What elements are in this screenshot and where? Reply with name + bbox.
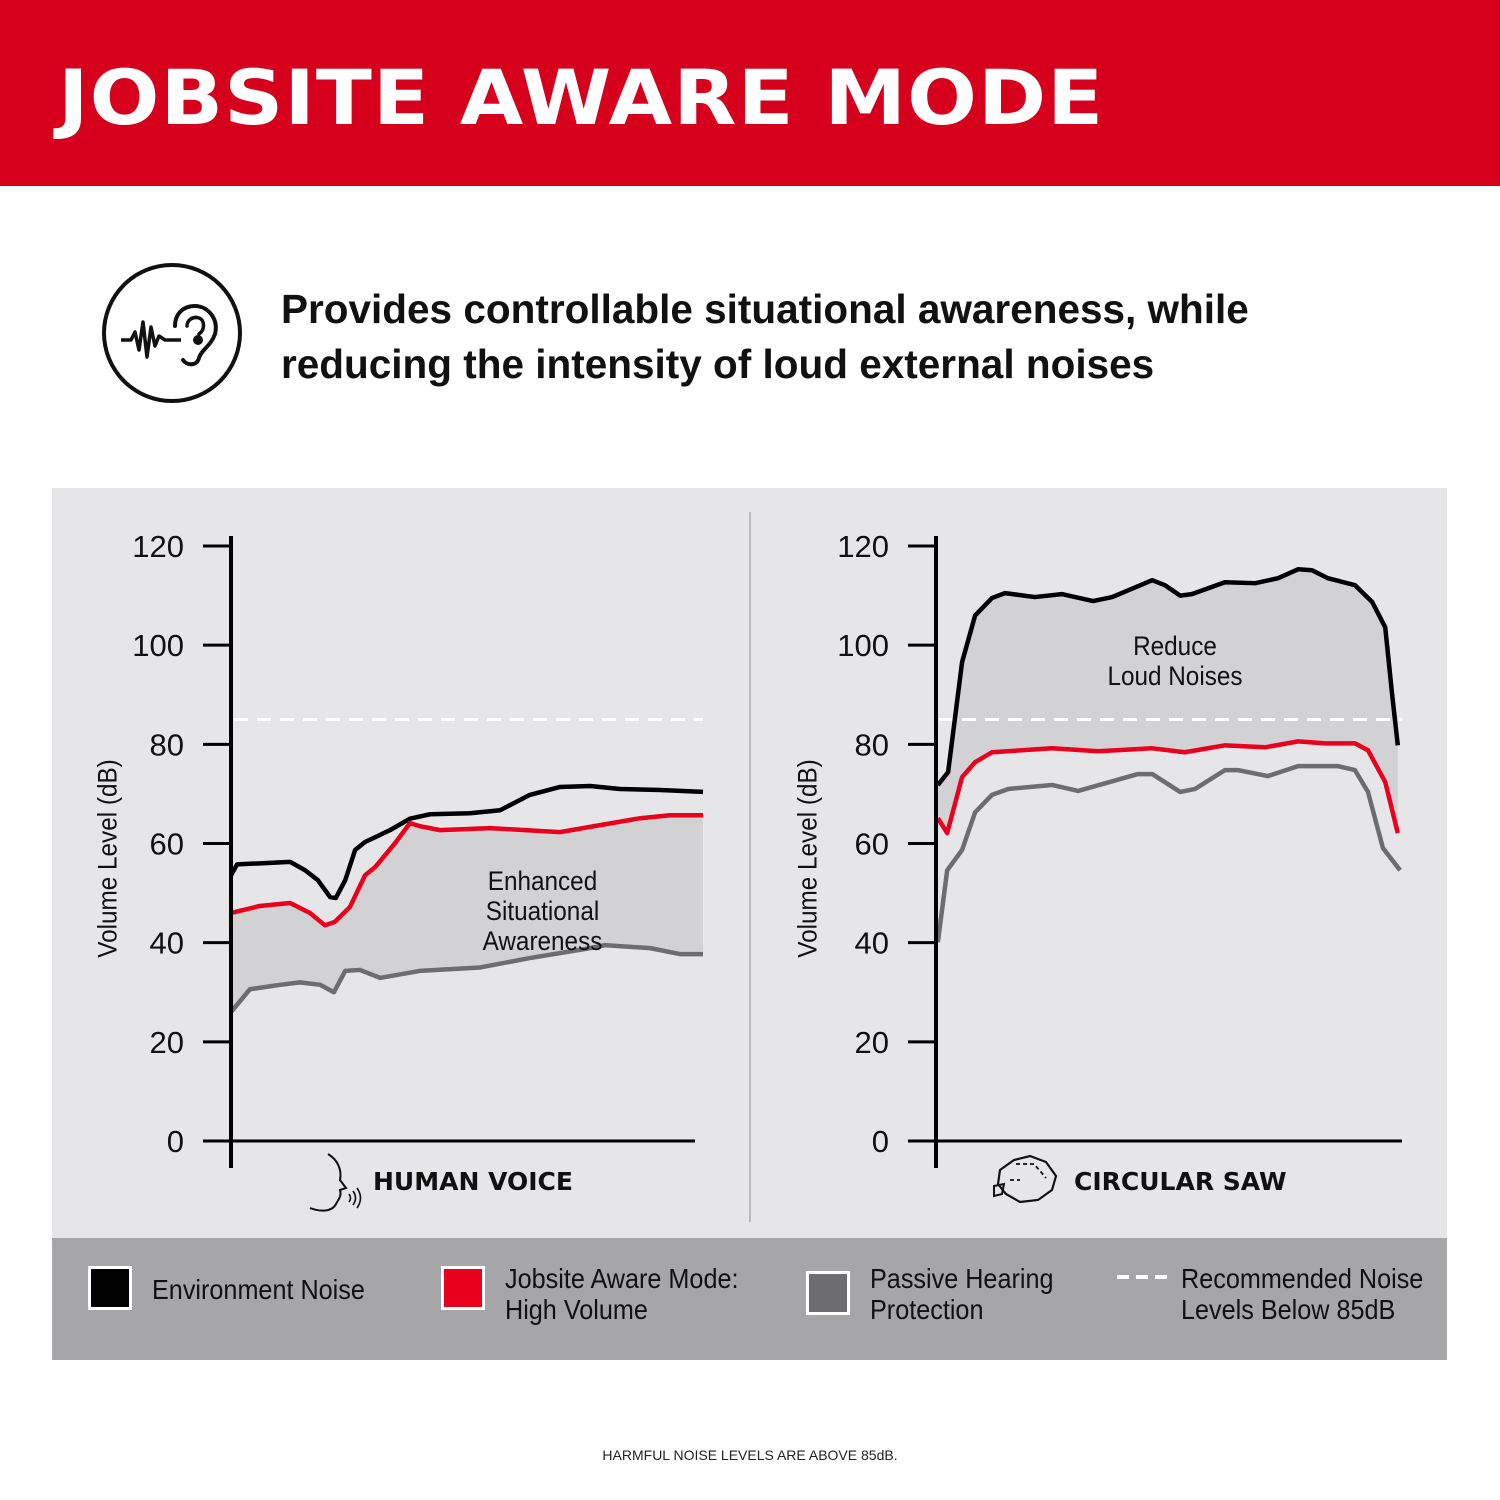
- x-axis-label-saw: CIRCULAR SAW: [1074, 1167, 1287, 1196]
- legend-label-passive-1: Passive Hearing: [870, 1263, 1054, 1294]
- legend-swatch-environment-noise: [88, 1266, 132, 1310]
- annotation-saw-line-1: Reduce: [1133, 631, 1217, 661]
- y-tick-label: 120: [132, 529, 184, 564]
- annotation-saw-line-2: Loud Noises: [1107, 661, 1243, 691]
- legend-swatch-jobsite-aware: [441, 1266, 485, 1310]
- ear-sound-wave-icon: [102, 263, 242, 403]
- legend-swatch-recommended-dashed: [1117, 1275, 1167, 1279]
- legend-label-passive-2: Protection: [870, 1294, 984, 1325]
- y-axis-label-voice: Volume Level (dB): [92, 759, 123, 958]
- y-tick-label: 40: [855, 926, 889, 961]
- legend-label-passive: Passive Hearing Protection: [870, 1263, 1053, 1325]
- y-tick-label: 60: [855, 827, 889, 862]
- annotation-voice-line-2: Situational Awareness: [482, 896, 603, 956]
- annotation-saw: Reduce Loud Noises: [1085, 631, 1265, 691]
- footer-note: HARMFUL NOISE LEVELS ARE ABOVE 85dB.: [602, 1447, 898, 1463]
- legend-label-jobsite-aware: Jobsite Aware Mode: High Volume: [505, 1263, 738, 1325]
- y-tick-label: 80: [855, 727, 889, 762]
- y-tick-label: 100: [837, 628, 889, 663]
- legend: [52, 1238, 1447, 1360]
- tagline-line-2: reducing the intensity of loud external …: [281, 341, 1155, 387]
- legend-label-jobsite-aware-2: High Volume: [505, 1294, 648, 1325]
- legend-label-recommended-2: Levels Below 85dB: [1181, 1294, 1396, 1325]
- tagline-line-1: Provides controllable situational awaren…: [281, 286, 1249, 332]
- tagline: Provides controllable situational awaren…: [281, 282, 1461, 392]
- series-line-environment-noise: [229, 783, 704, 901]
- y-tick-label: 60: [150, 827, 184, 862]
- annotation-voice: Enhanced Situational Awareness: [423, 866, 662, 956]
- legend-label-environment-noise: Environment Noise: [152, 1274, 365, 1305]
- human-voice-icon: [309, 1153, 362, 1212]
- series-line-jobsite-aware-mode-high-volume: [230, 812, 703, 928]
- y-tick-label: 80: [150, 727, 184, 762]
- y-tick-label: 120: [837, 529, 889, 564]
- y-tick-label: 20: [855, 1025, 889, 1060]
- shaded-band-1: [937, 569, 1398, 834]
- legend-label-recommended-1: Recommended Noise: [1181, 1263, 1424, 1294]
- legend-label-recommended: Recommended Noise Levels Below 85dB: [1181, 1263, 1423, 1325]
- page-title: JOBSITE AWARE MODE: [58, 53, 1105, 142]
- series-line-passive-hearing-protection: [229, 942, 703, 1014]
- chart-divider: [749, 512, 751, 1222]
- shaded-band-0: [231, 815, 703, 1013]
- annotation-voice-line-1: Enhanced: [487, 866, 598, 896]
- header-banner: JOBSITE AWARE MODE: [0, 0, 1500, 186]
- legend-label-jobsite-aware-1: Jobsite Aware Mode:: [505, 1263, 739, 1294]
- y-axis-label-saw: Volume Level (dB): [792, 759, 823, 958]
- circular-saw-icon: [993, 1154, 1058, 1204]
- y-tick-label: 0: [872, 1124, 889, 1159]
- y-tick-label: 100: [132, 628, 184, 663]
- series-line-jobsite-aware-mode-high-volume: [935, 739, 1400, 836]
- y-tick-label: 40: [150, 926, 184, 961]
- series-line-passive-hearing-protection: [935, 763, 1402, 943]
- legend-swatch-passive: [806, 1271, 850, 1315]
- series-line-environment-noise: [936, 567, 1401, 787]
- y-tick-label: 20: [150, 1025, 184, 1060]
- y-tick-label: 0: [167, 1124, 184, 1159]
- x-axis-label-voice: HUMAN VOICE: [373, 1167, 573, 1196]
